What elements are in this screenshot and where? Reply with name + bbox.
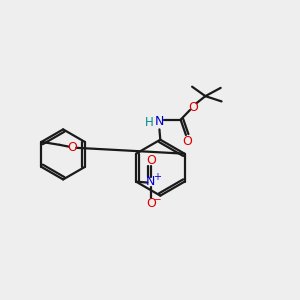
Text: N: N: [146, 175, 155, 188]
Text: O: O: [188, 100, 198, 113]
Text: O: O: [182, 135, 192, 148]
Text: O: O: [146, 197, 156, 210]
Text: −: −: [153, 195, 162, 205]
Text: H: H: [145, 116, 154, 129]
Text: N: N: [155, 115, 164, 128]
Text: O: O: [146, 154, 156, 167]
Text: +: +: [153, 172, 161, 182]
Text: O: O: [67, 141, 77, 154]
